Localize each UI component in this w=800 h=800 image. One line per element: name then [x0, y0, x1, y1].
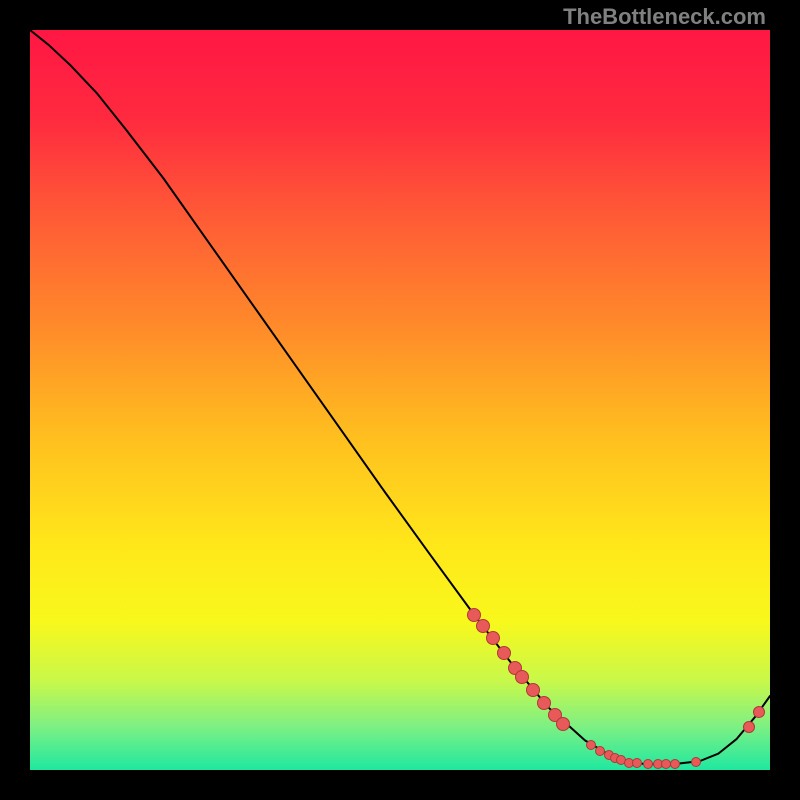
data-marker: [753, 706, 765, 718]
data-marker: [691, 757, 701, 767]
data-marker: [670, 759, 680, 769]
data-marker: [526, 683, 540, 697]
data-marker: [476, 619, 490, 633]
data-marker: [537, 696, 551, 710]
plot-area: [30, 30, 770, 770]
data-marker: [515, 670, 529, 684]
data-marker: [743, 721, 755, 733]
attribution-text: TheBottleneck.com: [563, 4, 766, 30]
data-marker: [556, 717, 570, 731]
data-marker: [486, 631, 500, 645]
data-marker: [632, 758, 642, 768]
data-marker: [497, 646, 511, 660]
bottleneck-curve: [30, 30, 770, 770]
data-marker: [643, 759, 653, 769]
